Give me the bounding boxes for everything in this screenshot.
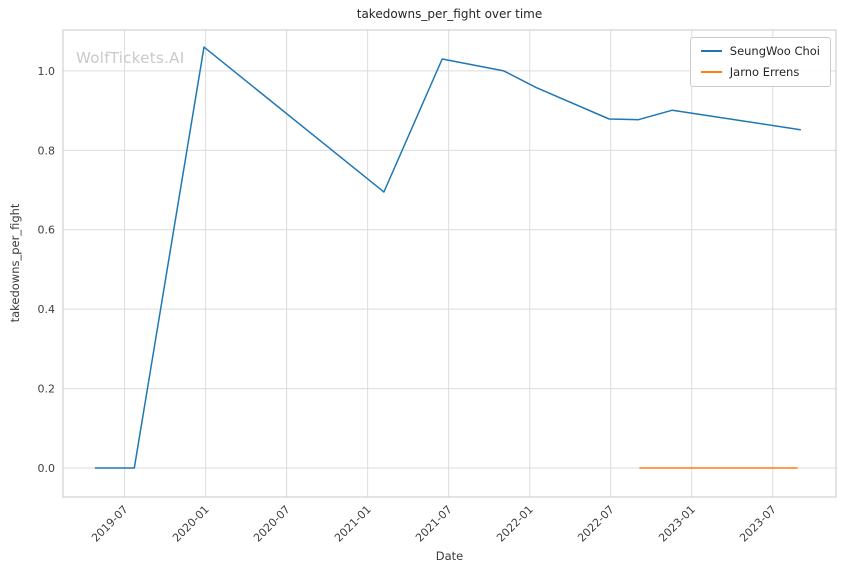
y-tick-label: 0.0 <box>38 462 56 475</box>
x-tick-label: 2021-07 <box>413 503 455 545</box>
y-tick-label: 0.6 <box>38 224 56 237</box>
legend-line-swatch <box>700 50 722 53</box>
series-line <box>94 46 802 469</box>
y-tick-label: 0.4 <box>38 303 56 316</box>
plot-background <box>63 30 836 497</box>
y-tick-label: 0.2 <box>38 383 56 396</box>
y-tick-label: 1.0 <box>38 65 56 78</box>
x-tick-label: 2020-07 <box>251 503 293 545</box>
x-axis-label: Date <box>435 549 464 563</box>
x-tick-label: 2023-01 <box>656 503 698 545</box>
chart-title: takedowns_per_fight over time <box>356 7 543 21</box>
x-tick-label: 2022-07 <box>575 503 617 545</box>
x-tick-label: 2022-01 <box>494 503 536 545</box>
legend: SeungWoo Choi Jarno Errens <box>689 37 831 87</box>
plot-border <box>62 29 837 498</box>
legend-label: Jarno Errens <box>729 64 800 79</box>
legend-line-swatch <box>700 71 722 74</box>
legend-label: SeungWoo Choi <box>729 44 820 58</box>
x-tick-label: 2023-07 <box>737 503 779 545</box>
x-tick-label: 2020-01 <box>170 503 212 545</box>
legend-item: SeungWoo Choi <box>700 44 820 59</box>
x-tick-label: 2019-07 <box>89 503 131 545</box>
x-tick-label: 2021-01 <box>332 503 374 545</box>
watermark: WolfTickets.AI <box>76 49 185 67</box>
y-tick-label: 0.8 <box>38 144 56 157</box>
legend-item: Jarno Errens <box>700 64 820 80</box>
